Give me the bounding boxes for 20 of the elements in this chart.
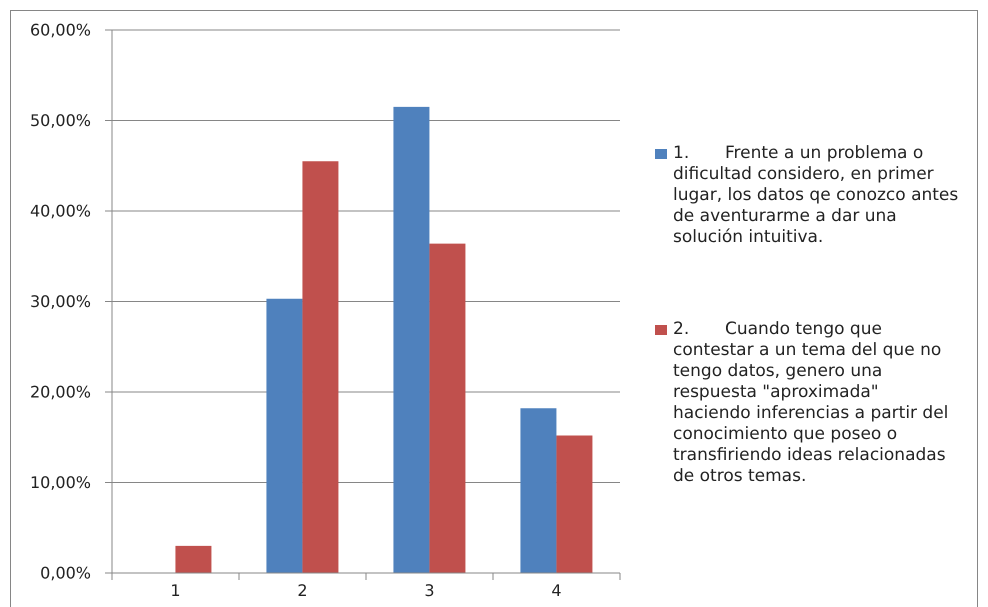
y-tick-label: 50,00% xyxy=(30,111,91,130)
bar xyxy=(520,408,556,573)
bar xyxy=(302,161,338,573)
bar xyxy=(175,546,212,573)
bar xyxy=(556,435,592,573)
x-tick-label: 2 xyxy=(297,581,308,600)
legend-label: 2. Cuando tengo que contestar a un tema del que no tengo datos, genero una respuesta "aproximada" haciendo inferencias a partir del conocimiento que poseo o transfiriendo ideas relacionadas de otros temas. xyxy=(673,319,950,487)
x-tick-label: 3 xyxy=(424,581,435,600)
y-tick-label: 0,00% xyxy=(40,564,91,583)
bar xyxy=(393,106,430,573)
y-tick-label: 30,00% xyxy=(30,292,91,312)
legend-label: 1. Frente a un problema o dificultad considero, en primer lugar, los datos qe conozco antes de aventurarme a dar una solución intuitiva. xyxy=(673,143,960,248)
x-tick-label: 1 xyxy=(170,581,181,600)
bar xyxy=(429,244,466,573)
y-tick-label: 10,00% xyxy=(30,473,91,492)
y-tick-label: 40,00% xyxy=(30,202,91,221)
x-tick-label: 4 xyxy=(551,581,562,600)
y-tick-label: 60,00% xyxy=(30,20,91,40)
y-tick-label: 20,00% xyxy=(30,382,91,402)
bar xyxy=(266,298,302,573)
